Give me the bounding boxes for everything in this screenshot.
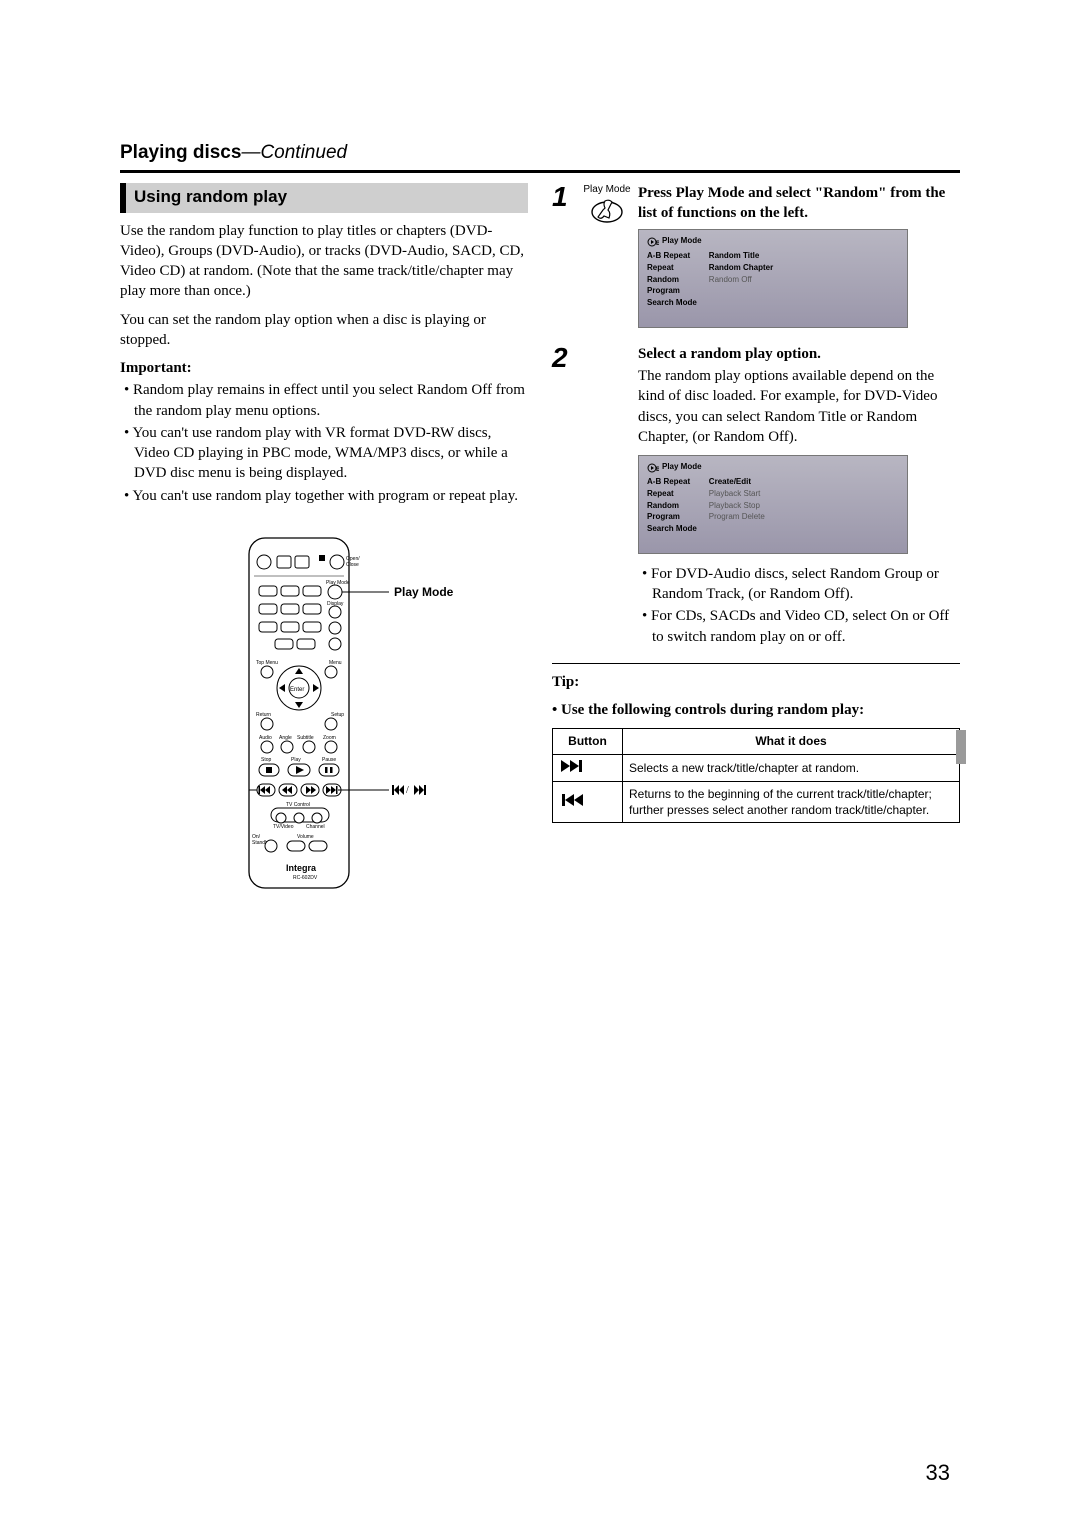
svg-text:Setup: Setup [331,712,344,718]
separator-line [552,663,960,664]
step2-sublist: For DVD-Audio discs, select Random Group… [638,564,960,647]
svg-text:Top Menu: Top Menu [256,660,278,666]
svg-text:Audio: Audio [259,735,272,741]
svg-text:Close: Close [346,562,359,568]
svg-text:Integra: Integra [286,863,317,873]
step-1: 1 Play Mode Press Play Mode and select "… [552,183,960,338]
step2-heading: Select a random play option. [638,344,960,364]
tip-label: Tip: [552,674,579,690]
step2-body: The random play options available depend… [638,366,960,447]
thumb-tab [956,730,966,764]
osd-title-text: Play Mode [662,462,702,473]
intro-p2: You can set the random play option when … [120,310,528,351]
osd-left-item: Program [647,286,697,297]
osd-left-item: Repeat [647,263,697,274]
important-item: Random play remains in effect until you … [120,380,528,421]
osd-right-item: Playback Start [709,489,765,500]
osd-panel-2: B Play Mode A-B Repeat Repeat Random Pro… [638,455,908,554]
intro-p1: Use the random play function to play tit… [120,221,528,302]
svg-text:TV/Video: TV/Video [273,824,294,830]
osd-right-item: Program Delete [709,512,765,523]
osd-right-list: Create/Edit Playback Start Playback Stop… [709,477,765,535]
svg-text:TV Control: TV Control [286,802,310,808]
remote-illustration: Open/ Close Play Mode Display Top Menu [120,536,528,896]
right-column: 1 Play Mode Press Play Mode and select "… [552,183,960,896]
chapter-heading: Playing discs—Continued [120,140,960,173]
svg-text:Stop: Stop [261,757,272,763]
prev-track-icon [553,781,623,822]
tip-line: • Use the following controls during rand… [552,700,960,720]
osd-left-item: Random [647,501,697,512]
chapter-title: Playing discs [120,142,241,163]
remote-svg: Open/ Close Play Mode Display Top Menu [189,536,459,896]
table-header-desc: What it does [623,729,960,754]
osd-right-list: Random Title Random Chapter Random Off [709,251,773,309]
svg-text:Channel: Channel [306,824,325,830]
important-item: You can't use random play with VR format… [120,423,528,484]
step-2: 2 Select a random play option. The rando… [552,344,960,657]
table-cell-desc: Returns to the beginning of the current … [623,781,960,822]
step2-sub-item: For DVD-Audio discs, select Random Group… [638,564,960,605]
next-track-icon [553,754,623,781]
step-number: 1 [552,183,576,338]
section-heading: Using random play [120,183,528,213]
svg-text:Subtitle: Subtitle [297,735,314,741]
play-mode-icon-label: Play Mode [583,183,630,197]
osd-left-list: A-B Repeat Repeat Random Program Search … [647,477,697,535]
section-title: Using random play [134,186,287,209]
press-button-icon [587,198,627,238]
osd-right-item: Playback Stop [709,501,765,512]
osd-left-item: Random [647,275,697,286]
svg-text:Angle: Angle [279,735,292,741]
table-cell-desc: Selects a new track/title/chapter at ran… [623,754,960,781]
table-row: Selects a new track/title/chapter at ran… [553,754,960,781]
play-mode-osd-icon: B [647,237,659,247]
page-number: 33 [926,1458,950,1488]
osd-title-text: Play Mode [662,236,702,247]
svg-text:Play Mode: Play Mode [394,585,454,599]
osd-left-item: Program [647,512,697,523]
step-number: 2 [552,344,576,657]
svg-text:Enter: Enter [290,687,304,693]
osd-right-item: Random Off [709,275,773,286]
svg-text:Menu: Menu [329,660,342,666]
svg-text:B: B [656,467,659,473]
important-item: You can't use random play together with … [120,486,528,506]
step1-heading: Press Play Mode and select "Random" from… [638,183,960,224]
osd-left-item: Search Mode [647,298,697,309]
osd-left-item: A-B Repeat [647,251,697,262]
svg-text:RC-602DV: RC-602DV [293,875,318,881]
svg-text:Pause: Pause [322,757,336,763]
chapter-continued: —Continued [241,142,347,163]
left-column: Using random play Use the random play fu… [120,183,528,896]
important-list: Random play remains in effect until you … [120,380,528,506]
osd-left-item: Search Mode [647,524,697,535]
svg-text:Volume: Volume [297,834,314,840]
svg-text:/: / [406,785,409,796]
svg-text:Play: Play [291,757,301,763]
osd-panel-1: B Play Mode A-B Repeat Repeat Random Pro… [638,229,908,328]
step-icon-column: Play Mode [582,183,632,338]
svg-text:Return: Return [256,712,271,718]
osd-left-list: A-B Repeat Repeat Random Program Search … [647,251,697,309]
controls-table: Button What it does Selects a new track/… [552,728,960,823]
svg-text:B: B [656,241,659,247]
osd-left-item: Repeat [647,489,697,500]
table-header-button: Button [553,729,623,754]
play-mode-osd-icon: B [647,463,659,473]
svg-text:Zoom: Zoom [323,735,336,741]
important-label: Important: [120,358,528,378]
osd-left-item: A-B Repeat [647,477,697,488]
step2-sub-item: For CDs, SACDs and Video CD, select On o… [638,606,960,647]
osd-right-item: Random Chapter [709,263,773,274]
table-row: Returns to the beginning of the current … [553,781,960,822]
osd-right-item: Create/Edit [709,477,765,488]
osd-right-item: Random Title [709,251,773,262]
